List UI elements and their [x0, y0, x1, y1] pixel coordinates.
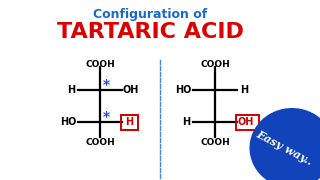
Text: COOH: COOH	[85, 138, 115, 147]
Text: H: H	[240, 85, 248, 95]
Text: HO: HO	[60, 117, 76, 127]
Text: COOH: COOH	[200, 138, 230, 147]
Text: H: H	[125, 117, 133, 127]
Text: H: H	[67, 85, 75, 95]
Text: COOH: COOH	[85, 60, 115, 69]
Text: TARTARIC ACID: TARTARIC ACID	[57, 22, 244, 42]
Ellipse shape	[250, 108, 320, 180]
Text: Easy way..: Easy way..	[254, 129, 314, 167]
Text: OH: OH	[123, 85, 139, 95]
Text: HO: HO	[175, 85, 191, 95]
Text: H: H	[182, 117, 190, 127]
Text: Configuration of: Configuration of	[93, 8, 208, 21]
Text: OH: OH	[238, 117, 254, 127]
Text: *: *	[102, 110, 109, 124]
Text: COOH: COOH	[200, 60, 230, 69]
Text: *: *	[102, 78, 109, 92]
